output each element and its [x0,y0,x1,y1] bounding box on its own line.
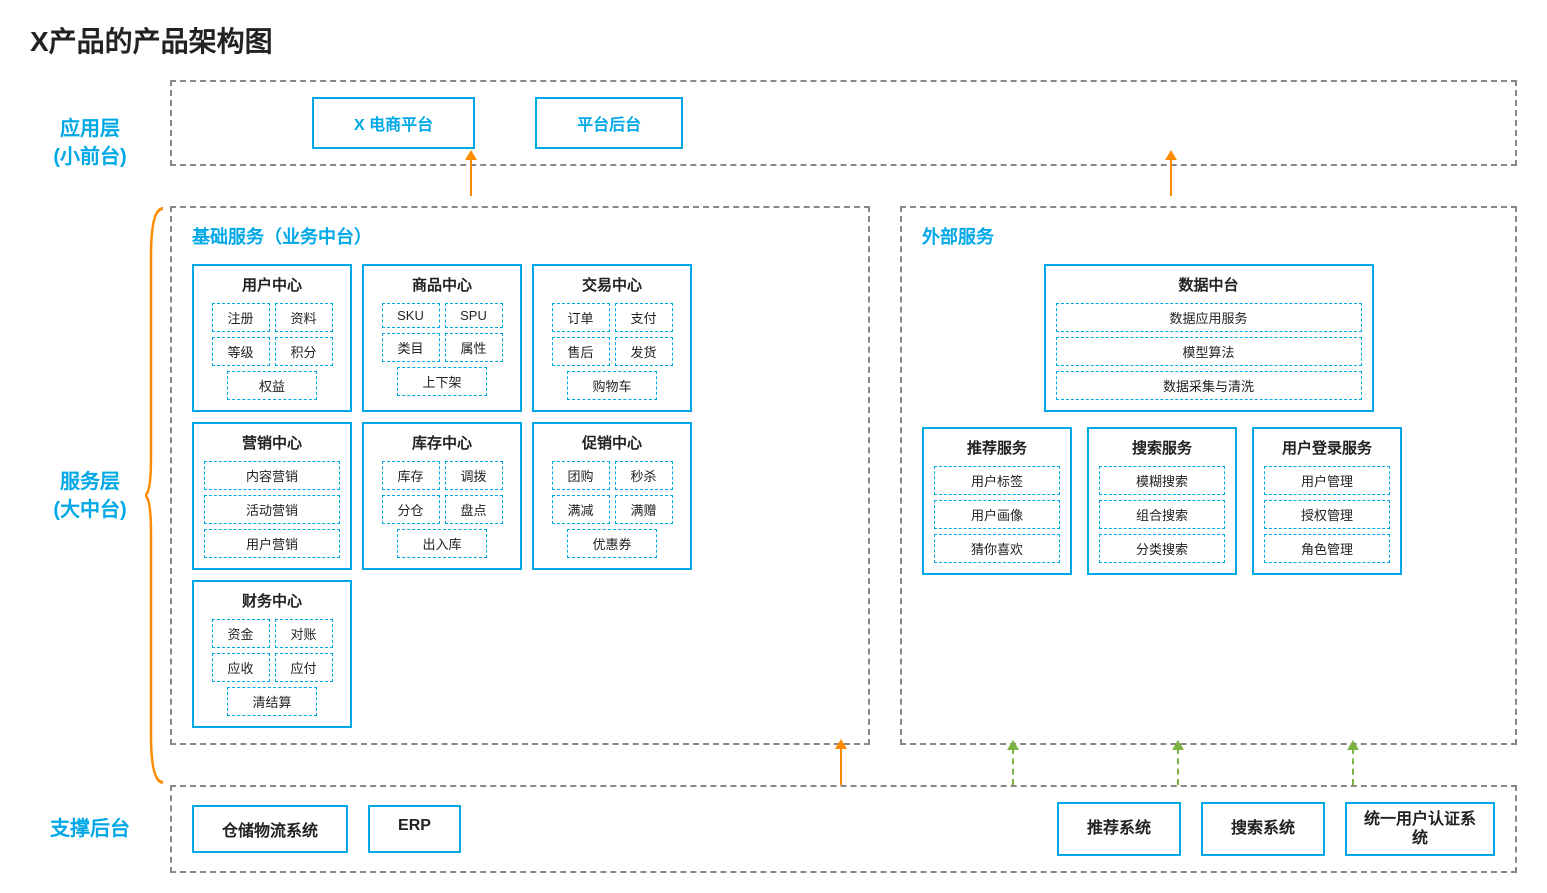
app-layer-container: X 电商平台 平台后台 [170,80,1517,166]
module-item: 授权管理 [1264,500,1390,529]
arrow-app-2 [1170,158,1172,196]
arrow-dash-3 [1352,748,1354,785]
module-item: 活动营销 [204,495,340,524]
module-title: 用户中心 [204,274,340,295]
module-item: 数据应用服务 [1056,303,1362,332]
module-item: 购物车 [567,371,657,400]
module-item: 内容营销 [204,461,340,490]
external-module: 搜索服务模糊搜索组合搜索分类搜索 [1087,427,1237,575]
support-box: 推荐系统 [1057,802,1181,856]
module-item: 盘点 [445,495,503,524]
module-item: 组合搜索 [1099,500,1225,529]
app-layer-label: 应用层 (小前台) [30,80,150,206]
module-item: 订单 [552,303,610,332]
module-item: 属性 [445,333,503,362]
support-layer-label: 支撑后台 [30,785,150,873]
module-item: 团购 [552,461,610,490]
module-item: 等级 [212,337,270,366]
brace-icon [145,206,165,785]
service-layer-label-l1: 服务层 [53,468,126,496]
support-box: 统一用户认证系统 [1345,802,1495,856]
module-title: 财务中心 [204,590,340,611]
app-box-ecommerce: X 电商平台 [312,97,475,149]
module-item: 用户标签 [934,466,1060,495]
module-title: 交易中心 [544,274,680,295]
support-box: ERP [368,805,461,853]
module-item: 分类搜索 [1099,534,1225,563]
support-box: 搜索系统 [1201,802,1325,856]
module-item: 满减 [552,495,610,524]
arrow-service [840,747,842,785]
module-item: 数据采集与清洗 [1056,371,1362,400]
basic-services-container: 基础服务（业务中台） 用户中心注册资料等级积分权益 商品中心 SKUSPU类目属性上… [170,206,870,745]
module-item: 对账 [275,619,333,648]
app-box-backend: 平台后台 [535,97,683,149]
service-layer-label: 服务层 (大中台) [30,206,150,785]
external-services-title: 外部服务 [922,223,1495,249]
module-item: 库存 [382,461,440,490]
external-services-container: 外部服务 数据中台 数据应用服务模型算法数据采集与清洗 推荐服务用户标签用户画像… [900,206,1517,745]
module-item: SPU [445,303,503,328]
module-item: 资金 [212,619,270,648]
module-title: 库存中心 [374,432,510,453]
data-platform-title: 数据中台 [1056,274,1362,295]
basic-module: 用户中心注册资料等级积分权益 [192,264,352,412]
arrow-dash-1 [1012,748,1014,785]
module-item: SKU [382,303,440,328]
arrow-app-1 [470,158,472,196]
module-item: 猜你喜欢 [934,534,1060,563]
module-title: 商品中心 [374,274,510,295]
module-item: 应付 [275,653,333,682]
module-item: 注册 [212,303,270,332]
module-item: 上下架 [397,367,487,396]
module-title: 营销中心 [204,432,340,453]
module-item: 角色管理 [1264,534,1390,563]
app-layer-label-l2: (小前台) [53,143,126,171]
module-title: 用户登录服务 [1264,437,1390,458]
module-title: 促销中心 [544,432,680,453]
module-item: 售后 [552,337,610,366]
data-platform-module: 数据中台 数据应用服务模型算法数据采集与清洗 [1044,264,1374,412]
external-module: 推荐服务用户标签用户画像猜你喜欢 [922,427,1072,575]
basic-module: 商品中心 SKUSPU类目属性上下架 [362,264,522,412]
basic-services-title: 基础服务（业务中台） [192,223,848,249]
basic-module: 营销中心内容营销活动营销用户营销 [192,422,352,570]
architecture-diagram: 应用层 (小前台) X 电商平台 平台后台 服务层 (大中台) 基础服 [30,80,1517,873]
module-item: 用户管理 [1264,466,1390,495]
module-item: 资料 [275,303,333,332]
module-item: 类目 [382,333,440,362]
app-layer-label-l1: 应用层 [53,115,126,143]
module-item: 用户营销 [204,529,340,558]
module-item: 调拨 [445,461,503,490]
module-item: 满赠 [615,495,673,524]
module-item: 支付 [615,303,673,332]
support-layer-container: 仓储物流系统 ERP 推荐系统搜索系统统一用户认证系统 [170,785,1517,873]
basic-module: 库存中心库存调拨分仓盘点出入库 [362,422,522,570]
module-title: 搜索服务 [1099,437,1225,458]
module-item: 应收 [212,653,270,682]
arrow-dash-2 [1177,748,1179,785]
module-title: 推荐服务 [934,437,1060,458]
basic-module: 促销中心团购秒杀满减满赠优惠券 [532,422,692,570]
module-item: 用户画像 [934,500,1060,529]
module-item: 模糊搜索 [1099,466,1225,495]
module-item: 发货 [615,337,673,366]
module-item: 积分 [275,337,333,366]
basic-module: 财务中心资金对账应收应付清结算 [192,580,352,728]
support-layer-label-text: 支撑后台 [50,815,130,843]
module-item: 模型算法 [1056,337,1362,366]
service-layer-label-l2: (大中台) [53,496,126,524]
module-item: 权益 [227,371,317,400]
external-module: 用户登录服务用户管理授权管理角色管理 [1252,427,1402,575]
module-item: 分仓 [382,495,440,524]
module-item: 优惠券 [567,529,657,558]
page-title: X产品的产品架构图 [30,20,1517,60]
basic-module: 交易中心订单支付售后发货购物车 [532,264,692,412]
support-box: 仓储物流系统 [192,805,348,853]
module-item: 秒杀 [615,461,673,490]
module-item: 清结算 [227,687,317,716]
module-item: 出入库 [397,529,487,558]
